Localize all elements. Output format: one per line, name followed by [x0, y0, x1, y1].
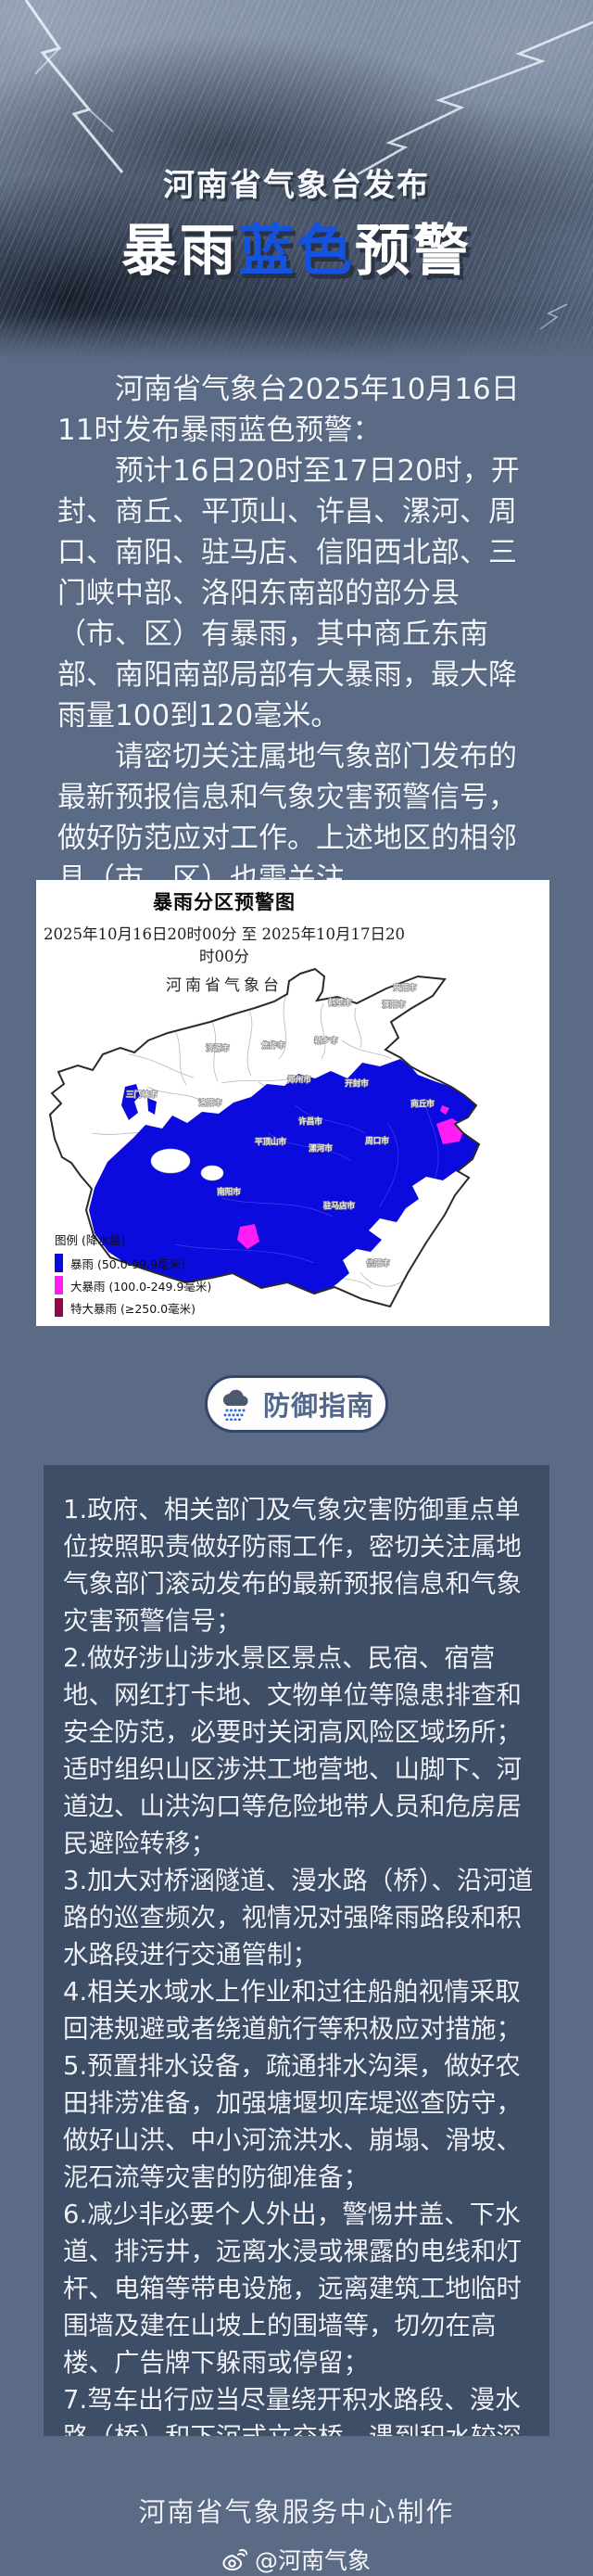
- map-city-label: 濮阳市: [382, 1000, 406, 1010]
- rainstorm-swatch: [55, 1254, 63, 1272]
- legend-label: 大暴雨 (100.0-249.9毫米): [70, 1279, 212, 1294]
- main-title-warning: 预警: [355, 219, 472, 284]
- map-city-label: 焦作市: [261, 1040, 285, 1051]
- guide-item: 4.相关水域水上作业和过往船舶视情采取回港规避或者绕道航行等积极应对措施；: [63, 1977, 522, 2044]
- map-legend: 图例 (降水量) 暴雨 (50.0-99.9毫米) 大暴雨 (100.0-249…: [55, 1231, 211, 1319]
- announcement-paragraph: 河南省气象台2025年10月16日11时发布暴雨蓝色预警：: [57, 373, 520, 447]
- city-labels: 三门峡市 洛阳市 济源市 焦作市 新乡市 安阳市 鹤壁市 濮阳市 郑州市 开封市…: [125, 982, 435, 1269]
- storm-photo-header: 河南省气象台发布 暴雨蓝色预警: [0, 0, 593, 363]
- guide-item: 3.加大对桥涵隧道、漫水路（桥）、沿河道路的巡查频次，视情况对强降雨路段和积水路…: [63, 1866, 534, 1970]
- map-city-label: 安阳市: [393, 983, 417, 993]
- heavy-rainstorm-swatch: [55, 1276, 63, 1294]
- map-city-label: 郑州市: [287, 1075, 311, 1085]
- map-city-label: 开封市: [345, 1078, 369, 1089]
- map-title: 暴雨分区预警图: [153, 891, 296, 913]
- guide-item: 6.减少非必要个人外出，警惕井盖、下水道、排污井，远离水浸或裸露的电线和灯杆、电…: [63, 2200, 522, 2378]
- no-warning-gap: [200, 1165, 224, 1181]
- map-city-label: 商丘市: [410, 1099, 435, 1109]
- extreme-rainstorm-swatch: [55, 1298, 63, 1317]
- map-city-label: 新乡市: [314, 1036, 338, 1046]
- defense-badge-label: 防御指南: [262, 1390, 374, 1422]
- legend-title: 图例 (降水量): [55, 1233, 126, 1247]
- announcement-text: 河南省气象台2025年10月16日11时发布暴雨蓝色预警： 预计16日20时至1…: [57, 369, 543, 899]
- henan-warning-map: 三门峡市 洛阳市 济源市 焦作市 新乡市 安阳市 鹤壁市 濮阳市 郑州市 开封市…: [48, 967, 481, 1308]
- photo-fade: [0, 315, 593, 363]
- map-agency: 河南省气象台: [166, 976, 283, 995]
- main-title: 暴雨蓝色预警: [0, 206, 593, 287]
- guide-item: 1.政府、相关部门及气象灾害防御重点单位按照职责做好防雨工作，密切关注属地气象部…: [63, 1495, 522, 1636]
- map-city-label: 周口市: [365, 1136, 389, 1146]
- map-city-label: 三门峡市: [126, 1090, 158, 1100]
- main-title-rain: 暴雨: [121, 219, 238, 284]
- map-city-label: 许昌市: [298, 1116, 322, 1127]
- legend-item-extreme-rainstorm: 特大暴雨 (≥250.0毫米): [55, 1296, 211, 1319]
- map-period: 2025年10月16日20时00分 至 2025年10月17日20时00分: [44, 925, 405, 965]
- rainstorm-blue-region: [89, 1059, 479, 1307]
- lightning-icon: [24, 0, 593, 330]
- map-city-label: 漯河市: [309, 1143, 333, 1154]
- issuer-title: 河南省气象台发布: [163, 167, 430, 204]
- district-boundaries-blue: [174, 1104, 439, 1264]
- defense-guide-badge: 防御指南: [205, 1375, 388, 1433]
- guide-item: 5.预置排水设备，疏通排水沟渠，做好农田排涝准备，加强塘堰坝库堤巡查防守，做好山…: [63, 2051, 522, 2192]
- announcement-paragraph: 预计16日20时至17日20时，开封、商丘、平顶山、许昌、漯河、周口、南阳、驻马…: [57, 454, 520, 733]
- legend-label: 特大暴雨 (≥250.0毫米): [70, 1301, 196, 1316]
- province-outline: [48, 967, 481, 1308]
- no-warning-gap: [150, 1148, 191, 1174]
- map-city-label: 济源市: [206, 1043, 230, 1053]
- legend-label: 暴雨 (50.0-99.9毫米): [70, 1256, 185, 1271]
- watermark-text: @河南气象: [254, 2547, 371, 2574]
- defense-guide-panel: 1.政府、相关部门及气象灾害防御重点单位按照职责做好防雨工作，密切关注属地气象部…: [44, 1465, 549, 2436]
- credit-line: 河南省气象服务中心制作: [138, 2496, 455, 2528]
- guide-item: 2.做好涉山涉水景区景点、民宿、宿营地、网红打卡地、文物单位等隐患排查和安全防范…: [63, 1643, 522, 1858]
- warning-map-card: 暴雨分区预警图 2025年10月16日20时00分 至 2025年10月17日2…: [36, 880, 549, 1326]
- guide-item: 7.驾车出行应当尽量绕开积水路段、漫水路（桥）和下沉式立交桥，遇到积水较深的路段…: [63, 2385, 522, 2436]
- map-city-label: 鹤壁市: [328, 998, 352, 1008]
- weibo-icon: [222, 2548, 247, 2570]
- rain-cloud-icon: [223, 1389, 248, 1421]
- main-title-level: 蓝色: [238, 219, 355, 284]
- announcement-paragraph: 请密切关注属地气象部门发布的最新预报信息和气象灾害预警信号，做好防范应对工作。上…: [57, 740, 517, 896]
- map-city-label: 信阳市: [366, 1258, 390, 1269]
- map-city-label: 南阳市: [217, 1187, 241, 1197]
- map-city-label: 驻马店市: [323, 1201, 356, 1211]
- legend-item-heavy-rainstorm: 大暴雨 (100.0-249.9毫米): [55, 1274, 211, 1296]
- legend-item-rainstorm: 暴雨 (50.0-99.9毫米): [55, 1252, 211, 1274]
- rain-streaks-texture: [0, 0, 593, 363]
- rainstorm-west-patches: [121, 1084, 251, 1137]
- map-header: 暴雨分区预警图 2025年10月16日20时00分 至 2025年10月17日2…: [36, 887, 412, 995]
- map-city-label: 洛阳市: [198, 1098, 222, 1108]
- map-city-label: 平顶山市: [255, 1137, 287, 1147]
- weibo-watermark: @河南气象: [0, 2543, 593, 2576]
